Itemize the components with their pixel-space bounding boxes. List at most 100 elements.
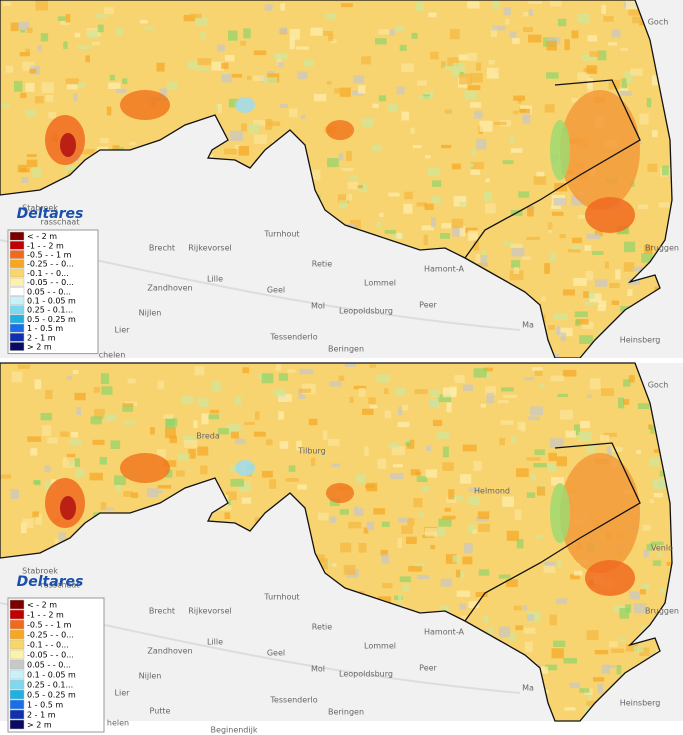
raster-cell (464, 90, 477, 100)
raster-cell (415, 471, 422, 476)
raster-cell (619, 638, 626, 643)
raster-cell (358, 542, 367, 553)
raster-cell (358, 388, 366, 397)
raster-cell (320, 452, 326, 457)
legend-swatch (9, 268, 25, 278)
raster-cell (349, 219, 361, 229)
raster-cell (212, 381, 221, 392)
raster-cell (570, 574, 581, 580)
raster-cell (521, 256, 531, 260)
raster-cell (123, 420, 135, 425)
raster-cell (597, 683, 604, 694)
raster-cell (329, 381, 342, 387)
legend-label: -0.5 - - 1 m (27, 621, 72, 630)
raster-cell (65, 78, 80, 85)
raster-cell (470, 72, 483, 83)
raster-cell (25, 110, 36, 117)
raster-cell (289, 38, 295, 50)
raster-cell (459, 603, 467, 610)
raster-cell (522, 26, 534, 33)
raster-cell (491, 26, 498, 38)
raster-cell (60, 431, 70, 437)
raster-cell (109, 74, 115, 81)
raster-cell (522, 113, 531, 125)
raster-cell (431, 196, 441, 203)
raster-cell (455, 569, 461, 578)
raster-cell (430, 389, 440, 398)
raster-cell (217, 103, 222, 114)
raster-cell (378, 29, 391, 35)
raster-cell (571, 245, 582, 250)
raster-cell (608, 42, 618, 46)
raster-cell (541, 296, 546, 302)
raster-cell (394, 387, 407, 397)
raster-cell (341, 3, 353, 8)
legend-swatch (9, 689, 25, 700)
raster-cell (556, 456, 567, 467)
raster-cell (334, 88, 346, 94)
raster-cell (273, 388, 286, 397)
raster-cell (86, 30, 98, 39)
raster-cell (657, 552, 663, 558)
raster-cell (85, 55, 90, 63)
raster-cell (169, 435, 177, 444)
raster-cell (401, 525, 413, 534)
raster-cell (616, 665, 622, 675)
raster-cell (640, 625, 647, 632)
raster-cell (221, 62, 229, 69)
raster-cell (156, 62, 165, 72)
raster-cell (218, 428, 229, 435)
raster-cell (653, 449, 661, 453)
raster-cell (639, 113, 649, 125)
raster-cell (228, 98, 239, 108)
raster-cell (534, 370, 543, 376)
raster-cell (234, 438, 246, 445)
legend-swatch (9, 699, 25, 710)
raster-cell (513, 267, 520, 275)
raster-cell (308, 169, 321, 181)
place-label: Nijlen (139, 309, 162, 318)
raster-cell (606, 720, 619, 721)
raster-cell (574, 424, 581, 436)
legend-swatch (9, 342, 25, 351)
raster-cell (652, 560, 662, 566)
raster-cell (468, 524, 476, 534)
raster-cell (438, 518, 452, 527)
raster-cell (396, 86, 405, 95)
raster-cell (610, 446, 623, 453)
raster-cell (22, 61, 35, 71)
raster-cell (175, 470, 185, 477)
raster-cell (316, 558, 328, 570)
raster-cell (486, 374, 492, 378)
raster-cell (586, 630, 599, 641)
raster-cell (527, 206, 534, 217)
raster-cell (479, 120, 493, 132)
raster-cell (472, 529, 478, 534)
place-label: Leopoldsburg (339, 670, 393, 679)
legend-label: < - 2 m (27, 232, 57, 241)
raster-cell (544, 104, 555, 113)
raster-cell (90, 416, 102, 425)
raster-cell (163, 414, 174, 419)
raster-cell (478, 523, 491, 532)
raster-cell (60, 20, 70, 25)
raster-cell (510, 148, 523, 153)
raster-cell (467, 496, 481, 505)
raster-cell (20, 92, 27, 99)
raster-cell (601, 664, 610, 674)
raster-cell (19, 51, 30, 57)
raster-cell (253, 75, 265, 82)
raster-cell (466, 52, 478, 61)
place-label: Bruggen (645, 607, 679, 616)
raster-cell (517, 421, 526, 430)
raster-cell (13, 80, 23, 92)
raster-cell (366, 521, 375, 531)
raster-cell (180, 720, 195, 721)
raster-cell (646, 543, 654, 551)
legend-label: 0.25 - 0.1... (27, 681, 73, 690)
raster-cell (579, 335, 593, 345)
raster-cell (35, 0, 48, 11)
legend-swatch (9, 305, 25, 315)
raster-cell (486, 392, 495, 404)
place-label: Hamont-A (424, 265, 465, 274)
